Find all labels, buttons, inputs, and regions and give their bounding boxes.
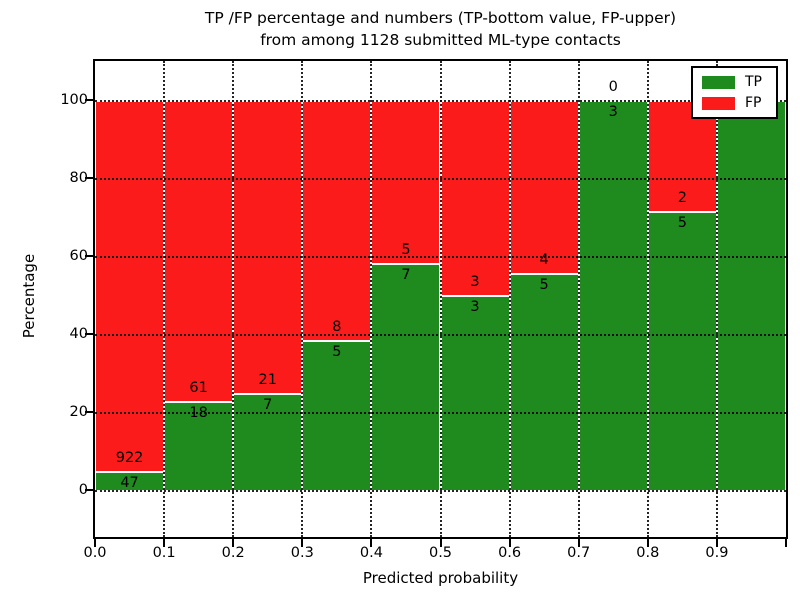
v-gridline <box>301 61 304 537</box>
x-tick-label: 0.9 <box>705 545 729 561</box>
y-tick-mark <box>85 411 93 414</box>
x-tick-mark <box>715 539 718 547</box>
y-axis-label: Percentage <box>20 253 38 339</box>
fp-count-label: 922 <box>115 450 144 467</box>
v-gridline <box>577 61 580 537</box>
x-tick-mark <box>232 539 235 547</box>
tp-count-label: 7 <box>401 266 411 283</box>
y-tick-label: 0 <box>78 482 88 499</box>
bar-segment-tp <box>578 100 648 491</box>
bar-segment-fp <box>95 100 165 472</box>
bar-segment-fp <box>302 100 372 341</box>
x-tick-mark <box>508 539 511 547</box>
fp-count-label: 8 <box>332 319 342 336</box>
x-tick-mark <box>94 539 96 547</box>
y-tick-mark <box>85 255 93 258</box>
y-tick-label: 80 <box>69 170 88 187</box>
x-tick-mark <box>785 539 787 547</box>
x-tick-mark <box>646 539 649 547</box>
x-axis-label: Predicted probability <box>362 569 519 587</box>
x-tick-label: 0.5 <box>428 545 453 561</box>
x-tick-label: 0.1 <box>152 545 176 561</box>
tp-count-label: 5 <box>539 277 549 294</box>
y-tick-label: 20 <box>69 404 88 421</box>
y-tick-mark <box>85 177 93 180</box>
fp-count-label: 21 <box>258 371 277 388</box>
y-tick-mark <box>85 99 93 102</box>
bar-segment-fp <box>164 100 234 402</box>
v-gridline <box>163 61 166 537</box>
tp-count-label: 5 <box>332 344 342 361</box>
v-gridline <box>508 61 511 537</box>
v-gridline <box>439 61 442 537</box>
bar-segment-tp <box>440 295 510 491</box>
x-tick-label: 0.6 <box>498 545 522 561</box>
x-tick-mark <box>301 539 304 547</box>
legend-swatch-fp <box>702 96 735 110</box>
tp-count-label: 18 <box>189 405 208 422</box>
fp-count-label: 2 <box>677 190 687 207</box>
x-tick-mark <box>439 539 442 547</box>
v-gridline <box>232 61 235 537</box>
v-gridline <box>646 61 649 537</box>
legend-swatch-tp <box>702 75 735 89</box>
fp-count-label: 3 <box>470 274 480 291</box>
y-tick-label: 40 <box>69 326 88 343</box>
fp-count-label: 61 <box>189 380 208 397</box>
bar-segment-tp <box>716 100 786 491</box>
tp-count-label: 3 <box>470 299 480 316</box>
bar-segment-fp <box>440 100 510 296</box>
x-tick-label: 0.4 <box>359 545 383 561</box>
bar-segment-tp <box>647 211 717 491</box>
x-tick-mark <box>577 539 580 547</box>
legend-row-tp: TP <box>702 75 766 89</box>
bar-segment-fp <box>233 100 303 393</box>
tp-count-label: 47 <box>120 475 139 492</box>
fp-count-label: 0 <box>608 79 618 96</box>
x-tick-label: 0.3 <box>290 545 314 561</box>
bar-segment-tp <box>509 273 579 491</box>
y-tick-mark <box>85 333 93 336</box>
legend-row-fp: FP <box>702 96 766 110</box>
y-tick-mark <box>85 489 93 492</box>
x-tick-label: 0.8 <box>636 545 660 561</box>
tp-count-label: 7 <box>263 396 273 413</box>
bar-segment-fp <box>509 100 579 274</box>
x-tick-label: 0.7 <box>567 545 591 561</box>
v-gridline <box>715 61 718 537</box>
legend-label-fp: FP <box>745 95 762 111</box>
y-tick-label: 100 <box>60 92 88 109</box>
bar-segment-tp <box>371 262 441 491</box>
x-tick-label: 0.0 <box>83 545 107 561</box>
chart-title-line1: TP /FP percentage and numbers (TP-bottom… <box>204 9 677 27</box>
tp-count-label: 3 <box>608 104 618 121</box>
y-tick-label: 60 <box>69 248 88 265</box>
bar-segment-fp <box>371 100 441 263</box>
v-gridline <box>370 61 373 537</box>
tp-count-label: 5 <box>677 215 687 232</box>
chart-title: TP /FP percentage and numbers (TP-bottom… <box>95 7 786 51</box>
fp-count-label: 5 <box>401 241 411 258</box>
fp-count-label: 4 <box>539 252 549 269</box>
chart-title-line2: from among 1128 submitted ML-type contac… <box>260 31 621 49</box>
x-tick-mark <box>370 539 373 547</box>
x-tick-mark <box>163 539 166 547</box>
legend-label-tp: TP <box>745 74 762 90</box>
x-tick-label: 0.2 <box>221 545 245 561</box>
legend: TP FP <box>691 66 778 119</box>
bar-segment-tp <box>302 340 372 491</box>
